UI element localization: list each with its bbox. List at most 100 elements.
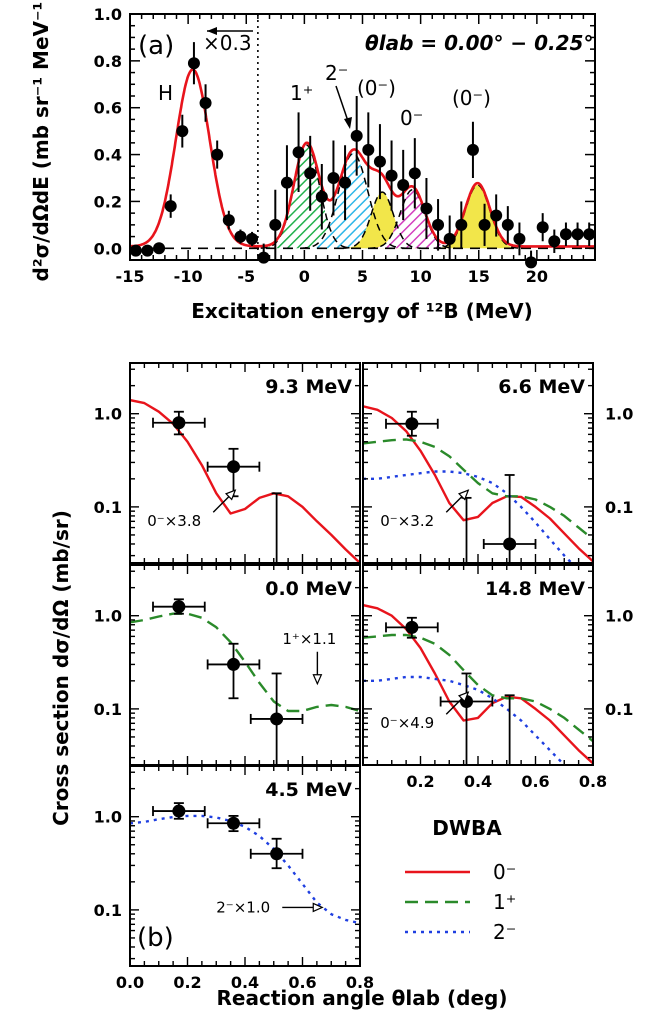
data-point <box>513 232 526 245</box>
scale-annotation: 0⁻×4.9 <box>380 714 434 732</box>
y-tick-label: 1.0 <box>94 808 122 827</box>
data-point <box>408 167 421 180</box>
data-point <box>536 221 549 234</box>
data-point <box>315 190 328 203</box>
y-tick-label: 0.1 <box>94 700 122 719</box>
annotation-arrow-head <box>457 691 470 703</box>
data-point <box>478 218 491 231</box>
scale-annotation: 2⁻×1.0 <box>216 898 270 916</box>
y-tick-label: 0.2 <box>94 192 122 211</box>
peak-fills <box>260 145 522 249</box>
scale-annotation: 0⁻×3.8 <box>147 512 201 530</box>
x-tick-label: 0.4 <box>464 772 492 791</box>
angle-range-label: θlab = 0.00° − 0.25° <box>365 31 593 55</box>
x-axis-title-b: Reaction angle θlab (deg) <box>217 986 508 1010</box>
data-point <box>339 176 352 189</box>
y-tick-label: 1.0 <box>605 607 633 626</box>
peak-component-3 <box>342 191 422 249</box>
x-tick-label: 0.2 <box>173 973 201 992</box>
x-tick-label: -10 <box>174 267 203 286</box>
scale-arrow-head <box>207 27 217 35</box>
peak-label-1plus: 1⁺ <box>290 81 313 105</box>
dwba-curve-2minus <box>363 675 567 765</box>
data-point <box>270 712 284 726</box>
x-tick-label: 0.6 <box>288 973 316 992</box>
total-fit-curve <box>130 68 595 248</box>
data-point <box>211 148 224 161</box>
y-tick-label: 0.4 <box>94 146 122 165</box>
data-point <box>466 143 479 156</box>
data-point <box>257 251 270 264</box>
x-tick-label: 15 <box>468 267 490 286</box>
data-point <box>397 179 410 192</box>
energy-label: 14.8 MeV <box>485 578 585 600</box>
peak-fill-2 <box>300 153 406 249</box>
y-tick-label: 1.0 <box>94 607 122 626</box>
x-tick-label: 20 <box>526 267 548 286</box>
data-point <box>559 228 572 241</box>
peak-component-4 <box>368 188 457 249</box>
y-axis-title-b: Cross section dσ/dΩ (mb/sr) <box>49 510 73 826</box>
x-tick-label: 10 <box>409 267 431 286</box>
axis-ticks: -15 -10 -5 0 5 10 15 20 0.0 0.2 0.4 0.6 0.8 1.0 <box>94 5 596 286</box>
x-tick-label: -5 <box>237 267 255 286</box>
subpanel-14.8mev: 0.1 1.0 0.2 0.4 0.6 0.8 14.8 MeV 0⁻×4.9 <box>362 564 633 791</box>
data-point <box>548 235 561 248</box>
panel-a: -15 -10 -5 0 5 10 15 20 0.0 0.2 0.4 0.6 0.8 1.0 (a) ×… <box>29 0 596 323</box>
x-tick-label: 0.2 <box>406 772 434 791</box>
y-tick-label: 0.1 <box>605 700 633 719</box>
annotation-arrow-head <box>312 902 324 913</box>
annotation-arrow-head <box>224 489 237 501</box>
subpanel-plot-area <box>363 405 593 563</box>
scale-annotation: 0⁻×3.2 <box>380 512 434 530</box>
y-tick-label: 1.0 <box>94 5 122 24</box>
data-point <box>176 125 189 138</box>
y-tick-label: 0.0 <box>94 239 122 258</box>
data-point <box>292 146 305 159</box>
data-point <box>405 417 419 431</box>
panel-b-label: (b) <box>137 923 174 953</box>
data-point <box>327 172 340 184</box>
data-point <box>350 129 363 142</box>
x-tick-label: 0 <box>299 267 310 286</box>
data-point <box>246 232 259 245</box>
x-axis-title-a: Excitation energy of ¹²B (MeV) <box>191 299 533 323</box>
annotation-arrow-head <box>312 674 323 686</box>
x-tick-label: 0.8 <box>346 973 374 992</box>
peak-label-0minus-a: (0⁻) <box>357 76 396 100</box>
subpanel-9.3mev: 0.1 1.0 9.3 MeV 0⁻×3.8 <box>94 362 361 564</box>
scale-note: ×0.3 <box>203 31 252 55</box>
data-point <box>172 600 186 614</box>
energy-label: 6.6 MeV <box>498 376 585 398</box>
x-tick-label: 0.4 <box>231 973 259 992</box>
energy-label: 0.0 MeV <box>265 578 352 600</box>
y-tick-label: 0.1 <box>94 901 122 920</box>
legend-label-2minus: 2⁻ <box>493 920 516 944</box>
peak-fill-3 <box>342 192 422 249</box>
data-point <box>234 230 247 243</box>
peak-component-2 <box>300 152 406 249</box>
data-point <box>222 214 235 227</box>
data-point <box>164 200 177 213</box>
data-point <box>187 57 200 70</box>
annotation-arrow-head <box>457 489 470 501</box>
dwba-curve-0minus <box>363 603 593 765</box>
legend-label-0minus: 0⁻ <box>493 860 516 884</box>
x-tick-label: 0.6 <box>521 772 549 791</box>
data-point <box>141 244 154 257</box>
data-point <box>362 143 375 156</box>
data-point <box>227 460 240 474</box>
data-point <box>405 620 419 634</box>
legend: DWBA 0⁻ 1⁺ 2⁻ <box>405 816 516 944</box>
y-tick-label: 0.6 <box>94 99 122 118</box>
dwba-curve-0minus <box>363 405 593 563</box>
dwba-curve-1plus <box>130 612 360 713</box>
data-point <box>172 804 186 818</box>
subpanel-4.5mev: 0.1 1.0 0.0 0.2 0.4 0.6 0.8 4.5 MeV 2⁻×1.0 <box>94 765 374 992</box>
y-axis-title-a: d²σ/dΩdE (mb sr⁻¹ MeV⁻¹) <box>29 0 53 281</box>
subpanel-plot-area <box>363 603 593 765</box>
legend-title: DWBA <box>432 816 502 840</box>
data-point <box>503 537 517 551</box>
